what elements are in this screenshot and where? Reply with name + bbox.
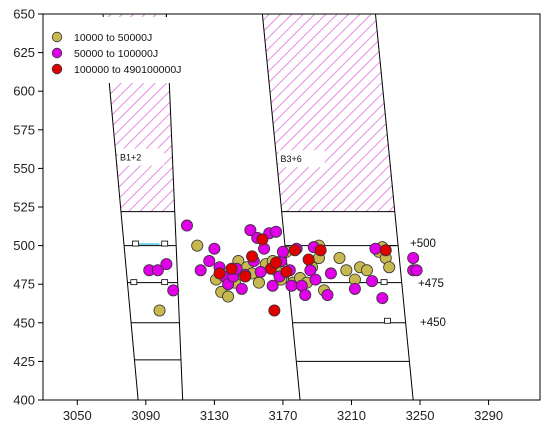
- zone-hatch: [262, 14, 395, 212]
- point-mid-energy: [285, 279, 298, 292]
- point-mid-energy: [266, 279, 279, 292]
- point-mid-energy: [366, 275, 379, 288]
- point-low-energy: [333, 251, 346, 264]
- point-mid-energy: [203, 255, 216, 268]
- legend: 10000 to 50000J 50000 to 100000J 100000 …: [46, 17, 224, 83]
- point-mid-energy: [407, 251, 420, 264]
- point-high-energy: [268, 304, 281, 317]
- y-tick-label: 525: [13, 200, 35, 215]
- points-layer: [143, 219, 423, 317]
- point-mid-energy: [167, 284, 180, 297]
- point-mid-energy: [276, 245, 289, 258]
- legend-label-mid: 50000 to 100000J: [74, 48, 158, 60]
- y-tick-label: 425: [13, 354, 35, 369]
- y-tick-label: 450: [13, 315, 35, 330]
- point-mid-energy: [324, 267, 337, 280]
- legend-marker-high: [51, 63, 63, 75]
- zone-left-edge: [261, 14, 301, 400]
- zone-marker: [380, 279, 388, 286]
- point-mid-energy: [321, 289, 334, 302]
- point-high-energy: [239, 270, 252, 283]
- y-tick-label: 500: [13, 238, 35, 253]
- zone-marker: [384, 317, 391, 324]
- y-tick-label: 625: [13, 45, 35, 60]
- annotation-plus-500: +500: [410, 238, 436, 250]
- point-mid-energy: [270, 225, 283, 238]
- x-tick-label: 3050: [63, 408, 92, 423]
- y-tick-label: 400: [13, 393, 35, 408]
- zone-label: B1+2: [120, 153, 141, 163]
- x-tick-label: 3210: [337, 408, 366, 423]
- point-low-energy: [191, 239, 204, 252]
- point-mid-energy: [194, 264, 207, 277]
- y-tick-label: 475: [13, 277, 35, 292]
- zone-marker: [132, 240, 139, 247]
- y-tick-label: 650: [13, 7, 35, 22]
- zone-label: B3+6: [281, 154, 302, 164]
- point-mid-energy: [254, 265, 267, 278]
- zone-label-box: [278, 150, 325, 168]
- point-mid-energy: [244, 224, 257, 237]
- point-low-energy: [383, 261, 396, 274]
- point-mid-energy: [369, 242, 382, 255]
- point-mid-energy: [348, 282, 361, 295]
- legend-marker-mid: [51, 47, 63, 59]
- point-mid-energy: [410, 264, 423, 277]
- point-low-energy: [360, 264, 373, 277]
- y-tick-label: 550: [13, 161, 35, 176]
- legend-label-low: 10000 to 50000J: [74, 32, 152, 44]
- point-low-energy: [252, 276, 265, 289]
- point-mid-energy: [309, 273, 322, 286]
- point-low-energy: [340, 264, 353, 277]
- zone-marker: [130, 279, 138, 286]
- point-high-energy: [302, 253, 315, 266]
- zone-marker: [161, 279, 169, 286]
- y-tick-label: 600: [13, 84, 35, 99]
- point-mid-energy: [299, 289, 312, 302]
- point-high-energy: [256, 233, 269, 246]
- point-high-energy: [288, 244, 301, 257]
- point-high-energy: [246, 250, 259, 263]
- annotation-plus-475: +475: [418, 278, 444, 290]
- point-mid-energy: [180, 219, 193, 232]
- y-tick-label: 575: [13, 122, 35, 137]
- point-mid-energy: [160, 258, 173, 271]
- point-high-energy: [225, 262, 238, 275]
- point-high-energy: [379, 244, 392, 257]
- point-high-energy: [213, 267, 226, 280]
- legend-marker-low: [51, 31, 63, 43]
- point-low-energy: [222, 290, 235, 303]
- legend-background: [46, 17, 224, 83]
- point-mid-energy: [208, 242, 221, 255]
- x-tick-label: 3090: [131, 408, 160, 423]
- zone-marker: [161, 240, 169, 247]
- point-mid-energy: [151, 264, 164, 277]
- annotation-plus-450: +450: [420, 317, 446, 329]
- point-mid-energy: [376, 292, 389, 305]
- zone-right-edge: [374, 14, 414, 400]
- zone-label-box: [118, 148, 165, 166]
- x-tick-label: 3250: [406, 408, 435, 423]
- point-high-energy: [270, 256, 283, 269]
- point-mid-energy: [235, 282, 248, 295]
- x-tick-label: 3130: [200, 408, 229, 423]
- axes-layer: 3050 3090 3130 3170 3210 3250 3290 400 425 450 475…: [13, 7, 503, 424]
- point-low-energy: [153, 304, 166, 317]
- point-high-energy: [314, 244, 327, 257]
- point-high-energy: [280, 265, 293, 278]
- x-tick-label: 3290: [474, 408, 503, 423]
- x-tick-label: 3170: [268, 408, 297, 423]
- legend-label-high: 100000 to 490100000J: [74, 64, 181, 76]
